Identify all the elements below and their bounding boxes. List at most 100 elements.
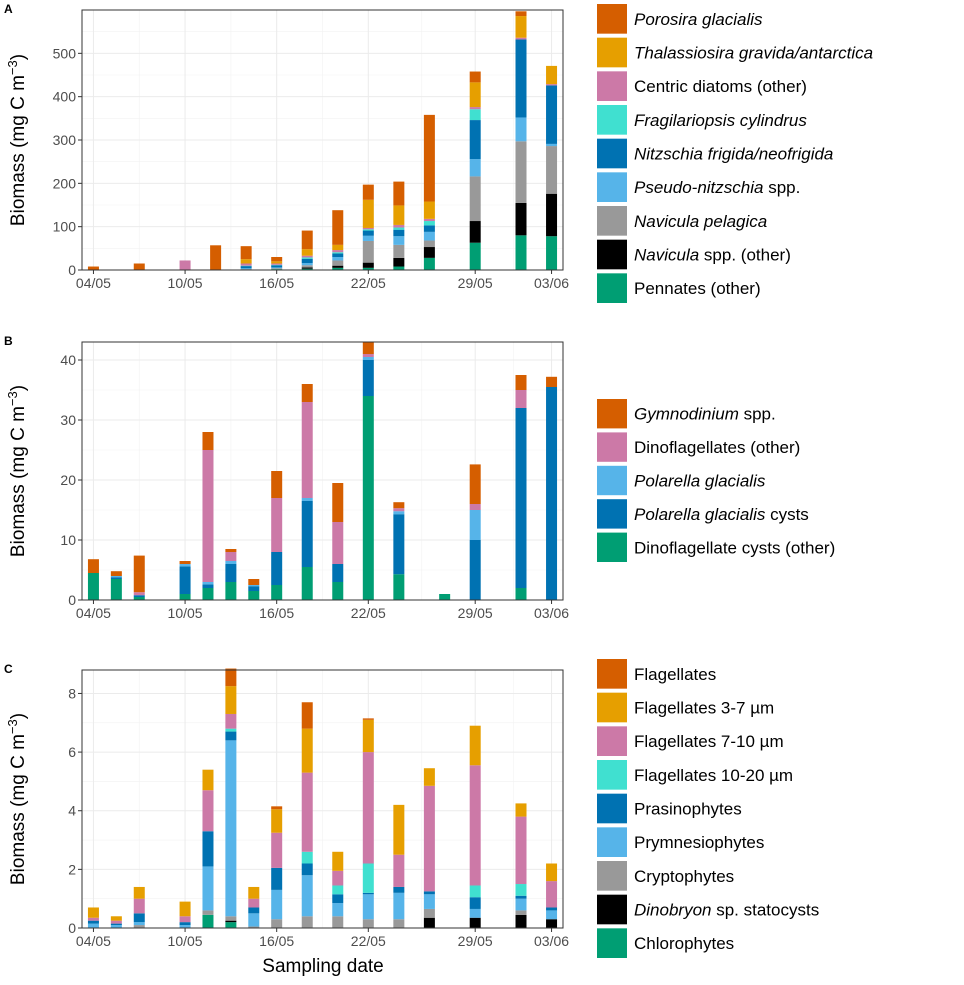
bar-porosira-glacialis-5	[271, 257, 282, 261]
bar-flagellates-7-10-m-15	[546, 881, 557, 907]
bar-pseudo-nitzschia-spp-11	[470, 159, 481, 176]
bar-prymnesiophytes-15	[546, 910, 557, 919]
bar-polarella-glacialis-cysts-3	[180, 566, 191, 594]
bar-polarella-glacialis-cysts-8	[302, 501, 313, 567]
legend-label-text: Dinoflagellates (other)	[634, 438, 800, 457]
bar-thalassiosira-gravida-antarctica-10	[424, 202, 435, 219]
bar-nitzschia-frigida-neofrigida-5	[271, 265, 282, 267]
bar-chlorophytes-4	[202, 915, 213, 928]
bar-navicula-pelagica-5	[271, 268, 282, 269]
x-tick-label: 29/05	[458, 275, 493, 291]
legend-label-text: Prasinophytes	[634, 800, 742, 819]
bar-flagellates-10-20-m-14	[516, 884, 527, 896]
bar-prymnesiophytes-14	[516, 899, 527, 911]
legend-label-text: Flagellates 3-7 µm	[634, 699, 774, 718]
legend-swatch-cryptophytes	[597, 861, 627, 891]
bar-flagellates-3-7-m-8	[302, 729, 313, 773]
bar-prymnesiophytes-10	[363, 894, 374, 919]
y-tick-label: 20	[60, 472, 76, 488]
bar-cryptophytes-9	[332, 916, 343, 928]
legend-swatch-gymnodinium-spp	[597, 399, 627, 428]
bar-polarella-glacialis-cysts-10	[363, 360, 374, 396]
bar-gymnodinium-spp-2	[134, 556, 145, 593]
bar-polarella-glacialis-cysts-1	[111, 577, 122, 579]
bar-flagellates-10-20-m-13	[470, 885, 481, 897]
legend-swatch-flagellates-10-20-m	[597, 760, 627, 790]
bar-thalassiosira-gravida-antarctica-6	[302, 249, 313, 256]
legend-swatch-polarella-glacialis-cysts	[597, 499, 627, 528]
bar-centric-diatoms-other-6	[302, 256, 313, 258]
legend-label-navicula-pelagica: Navicula pelagica	[634, 212, 767, 231]
y-axis-title: Biomass (mg C m−3)	[5, 54, 29, 226]
legend-label-chlorophytes: Chlorophytes	[634, 934, 734, 953]
bar-dinoflagellate-cysts-other-1	[111, 579, 122, 600]
y-axis-title-exponent: −3	[5, 391, 20, 406]
legend-label-pennates-other: Pennates (other)	[634, 279, 761, 298]
legend-swatch-flagellates-7-10-m	[597, 726, 627, 756]
y-tick-label: 2	[68, 861, 76, 877]
legend-label-italic: Navicula	[634, 246, 699, 265]
bar-flagellates-10-20-m-8	[302, 852, 313, 864]
bar-dinoflagellate-cysts-other-6	[248, 591, 259, 600]
bar-porosira-glacialis-0	[88, 267, 99, 270]
bar-polarella-glacialis-cysts-7	[271, 552, 282, 585]
x-tick-label: 03/06	[534, 275, 569, 291]
legend-label-prymnesiophytes: Prymnesiophytes	[634, 833, 764, 852]
bar-cryptophytes-7	[271, 919, 282, 928]
legend-swatch-prymnesiophytes	[597, 827, 627, 857]
bar-flagellates-7-10-m-5	[225, 714, 236, 729]
bar-cryptophytes-4	[202, 910, 213, 914]
bar-polarella-glacialis-cysts-11	[393, 514, 404, 574]
legend-label-polarella-glacialis: Polarella glacialis	[634, 472, 766, 491]
bar-polarella-glacialis-1	[111, 576, 122, 577]
legend-label-text: cysts	[765, 505, 808, 524]
bar-dinoflagellates-other-4	[202, 450, 213, 582]
legend-label-text: Pennates (other)	[634, 279, 761, 298]
bar-porosira-glacialis-7	[332, 210, 343, 245]
bar-dinoflagellates-other-5	[225, 552, 236, 561]
bar-pennates-other-9	[393, 267, 404, 270]
legend-swatch-navicula-spp-other	[597, 240, 627, 270]
bar-flagellates-7-10-m-1	[111, 921, 122, 924]
legend-swatch-fragilariopsis-cylindrus	[597, 105, 627, 135]
bar-prasinophytes-14	[516, 896, 527, 899]
bar-dinoflagellate-cysts-other-0	[88, 573, 99, 600]
legend-swatch-centric-diatoms-other	[597, 71, 627, 101]
y-tick-label: 100	[53, 219, 77, 235]
bar-navicula-pelagica-10	[424, 241, 435, 248]
bar-gymnodinium-spp-14	[516, 375, 527, 390]
bar-prasinophytes-6	[248, 907, 259, 913]
bar-pennates-other-10	[424, 258, 435, 270]
bar-pennates-other-12	[516, 235, 527, 270]
legend-label-nitzschia-frigida-neofrigida: Nitzschia frigida/neofrigida	[634, 145, 833, 164]
legend-label-dinoflagellates-other: Dinoflagellates (other)	[634, 438, 800, 457]
legend-label-flagellates-10-20-m: Flagellates 10-20 µm	[634, 766, 793, 785]
bar-polarella-glacialis-13	[470, 510, 481, 540]
bar-pennates-other-11	[470, 243, 481, 270]
bar-flagellates-3-7-m-14	[516, 803, 527, 816]
y-axis-title-close: )	[8, 385, 29, 391]
bar-gymnodinium-spp-4	[202, 432, 213, 450]
x-tick-label: 16/05	[259, 605, 294, 621]
bar-cryptophytes-11	[393, 919, 404, 928]
legend-swatch-dinobryon-sp-statocysts	[597, 895, 627, 925]
x-tick-label: 03/06	[534, 605, 569, 621]
x-tick-label: 03/06	[534, 933, 569, 949]
bar-dinoflagellate-cysts-other-14	[516, 588, 527, 600]
y-axis-title-close: )	[8, 713, 29, 719]
x-tick-label: 04/05	[76, 933, 111, 949]
bar-flagellates-7-10-m-11	[393, 855, 404, 887]
bar-dinoflagellate-cysts-other-7	[271, 585, 282, 600]
bar-nitzschia-frigida-neofrigida-10	[424, 225, 435, 232]
bar-centric-diatoms-other-11	[470, 107, 481, 109]
bar-navicula-spp-other-6	[302, 267, 313, 268]
y-axis-title-close: )	[8, 54, 29, 60]
bar-flagellates-3-7-m-1	[111, 916, 122, 920]
bar-porosira-glacialis-3	[210, 245, 221, 270]
y-tick-label: 10	[60, 532, 76, 548]
legend-swatch-chlorophytes	[597, 928, 627, 958]
y-tick-label: 200	[53, 175, 77, 191]
